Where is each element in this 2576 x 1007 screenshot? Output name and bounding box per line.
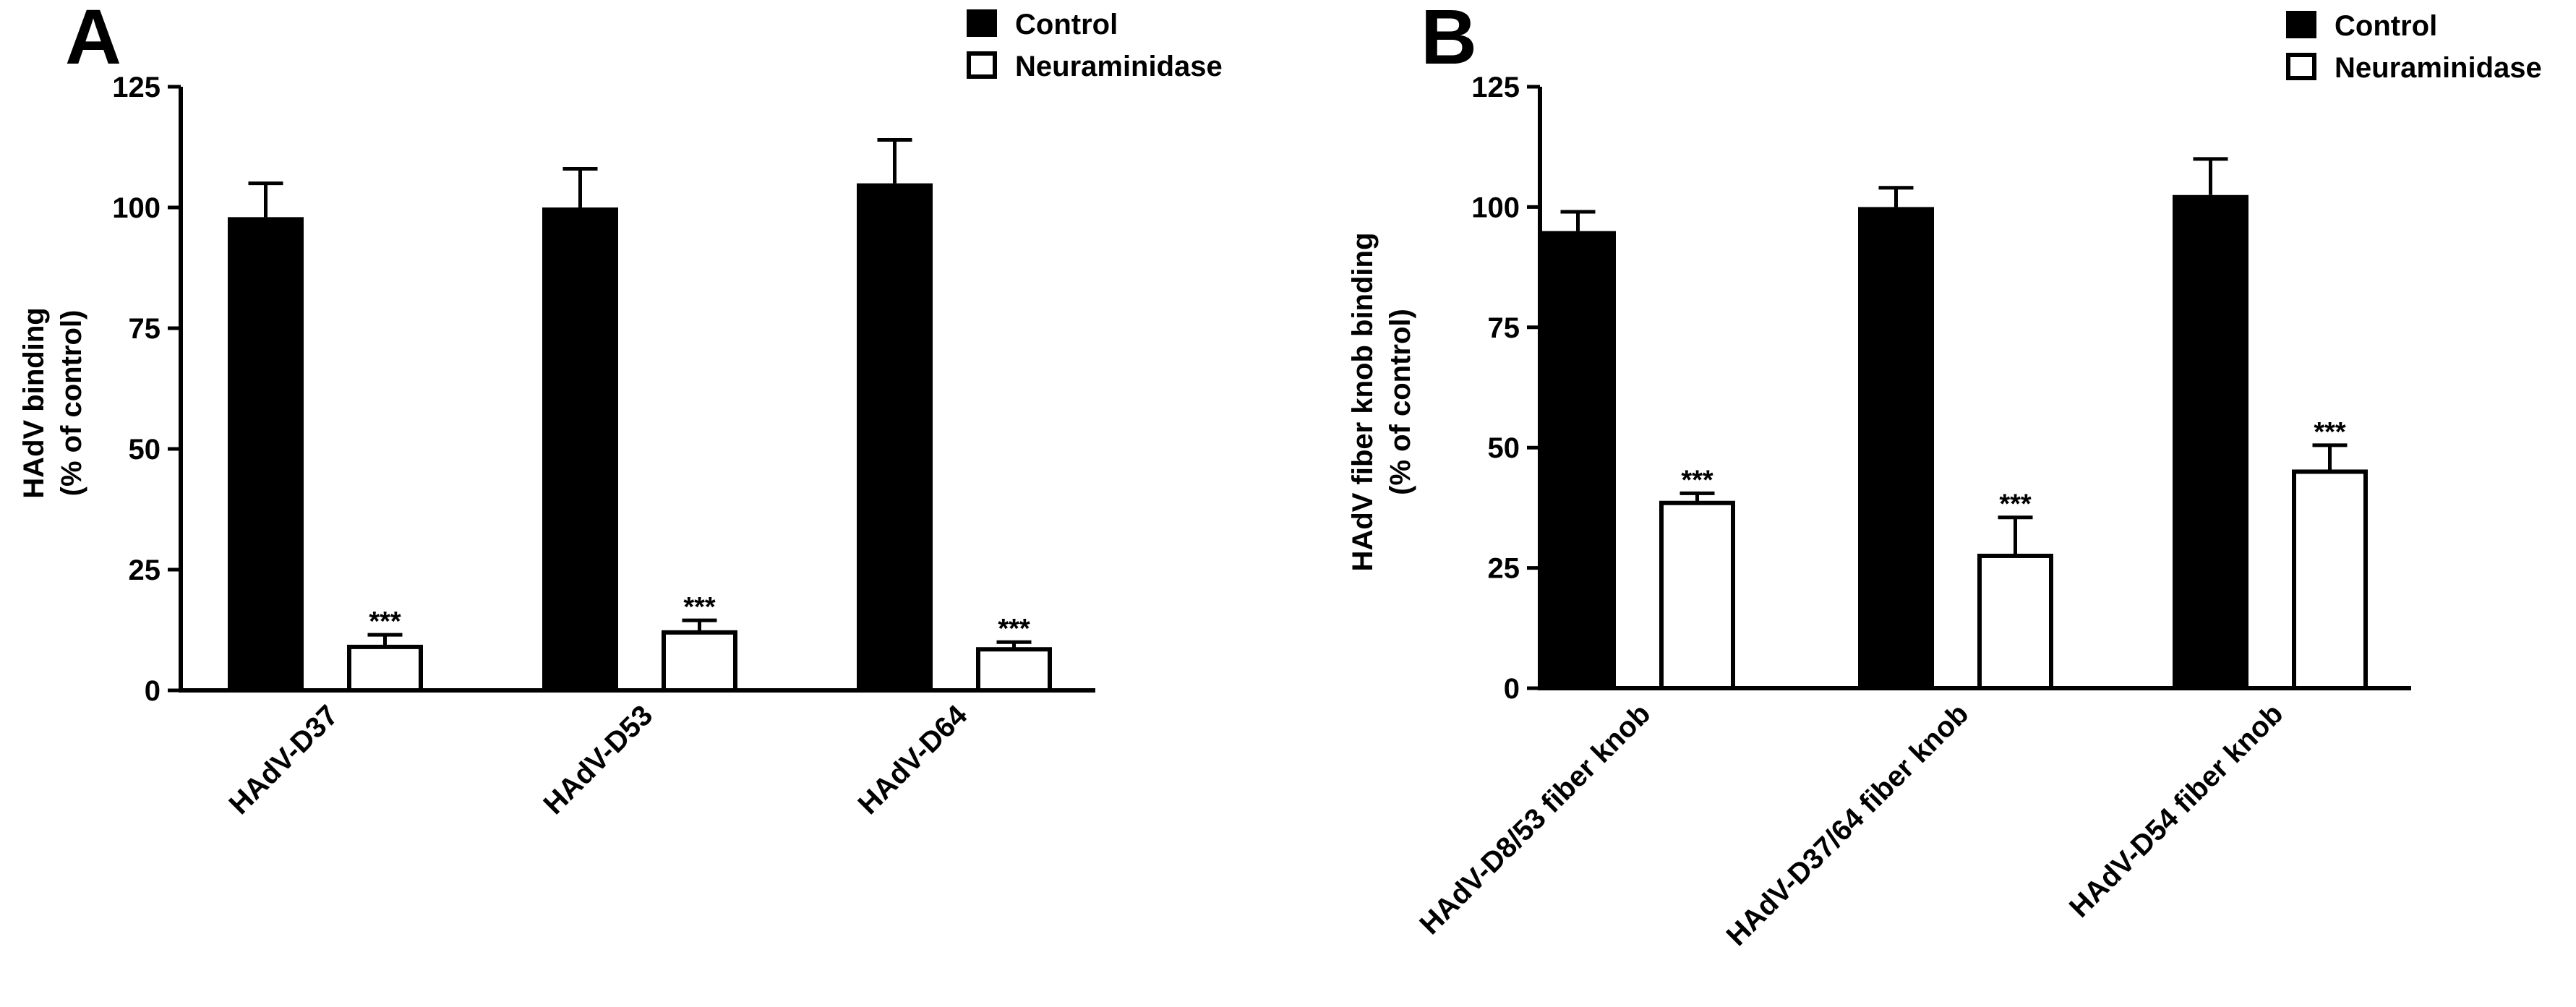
legend-neuraminidase-swatch [967, 51, 997, 79]
legend-neuraminidase-label: Neuraminidase [2335, 52, 2542, 84]
significance-label: *** [683, 592, 716, 622]
significance-label: *** [2314, 417, 2346, 447]
y-axis-title: HAdV binding [18, 307, 50, 498]
panel-letter: A [65, 0, 121, 80]
category-label: HAdV-D37 [223, 699, 345, 820]
legend-control-swatch [2286, 11, 2316, 38]
bar-neuraminidase [976, 647, 1052, 693]
y-tick-label: 0 [1504, 673, 1520, 705]
bar-neuraminidase [1977, 553, 2053, 691]
y-axis-subtitle: (% of control) [56, 310, 87, 497]
category-label: HAdV-D37/64 fiber knob [1721, 698, 1975, 952]
y-tick-label: 25 [1488, 553, 1520, 585]
y-tick-label: 50 [1488, 432, 1520, 464]
y-tick-label: 100 [1471, 192, 1520, 223]
y-tick-label: 0 [145, 675, 161, 707]
y-tick-label: 100 [112, 192, 161, 224]
bar-neuraminidase [1659, 500, 1735, 691]
y-tick-label: 125 [1471, 72, 1520, 103]
bar-control [2173, 194, 2248, 688]
legend: Control Neuraminidase [967, 9, 1223, 82]
category-label: HAdV-D8/53 fiber knob [1413, 698, 1656, 940]
category-label: HAdV-D53 [538, 699, 659, 820]
bar-control [857, 183, 933, 691]
panel-letter: B [1421, 0, 1477, 80]
significance-label: *** [1681, 465, 1713, 495]
y-tick-label: 25 [129, 554, 161, 586]
bar-neuraminidase [662, 630, 737, 693]
bar-neuraminidase [2292, 469, 2368, 690]
legend-control-swatch [967, 9, 997, 37]
bar-neuraminidase [347, 644, 423, 693]
legend: Control Neuraminidase [2286, 10, 2542, 84]
legend-neuraminidase-label: Neuraminidase [1015, 51, 1223, 82]
bar-control [542, 207, 618, 690]
category-label: HAdV-D64 [852, 699, 974, 820]
y-axis-title: HAdV fiber knob binding [1347, 233, 1379, 572]
legend-control-label: Control [1015, 9, 1118, 40]
y-tick-label: 50 [129, 434, 161, 466]
bar-control [228, 217, 304, 690]
significance-label: *** [998, 614, 1030, 644]
significance-label: *** [1999, 489, 2032, 520]
y-tick-label: 75 [1488, 312, 1520, 344]
category-label: HAdV-D54 fiber knob [2063, 698, 2289, 923]
y-tick-label: 75 [129, 313, 161, 345]
significance-label: *** [369, 607, 401, 637]
panel-a: A 0 25 50 75 100 125 HAdV binding (% of control)… [18, 0, 1223, 820]
y-axis-subtitle: (% of control) [1385, 309, 1416, 495]
y-tick-label: 125 [112, 72, 161, 103]
panel-b: B 0 25 50 75 100 125 HAdV fiber knob binding (% … [1347, 0, 2542, 952]
bar-control [1858, 207, 1934, 688]
legend-neuraminidase-swatch [2286, 53, 2316, 80]
bar-control [1540, 231, 1616, 688]
legend-control-label: Control [2335, 10, 2437, 42]
